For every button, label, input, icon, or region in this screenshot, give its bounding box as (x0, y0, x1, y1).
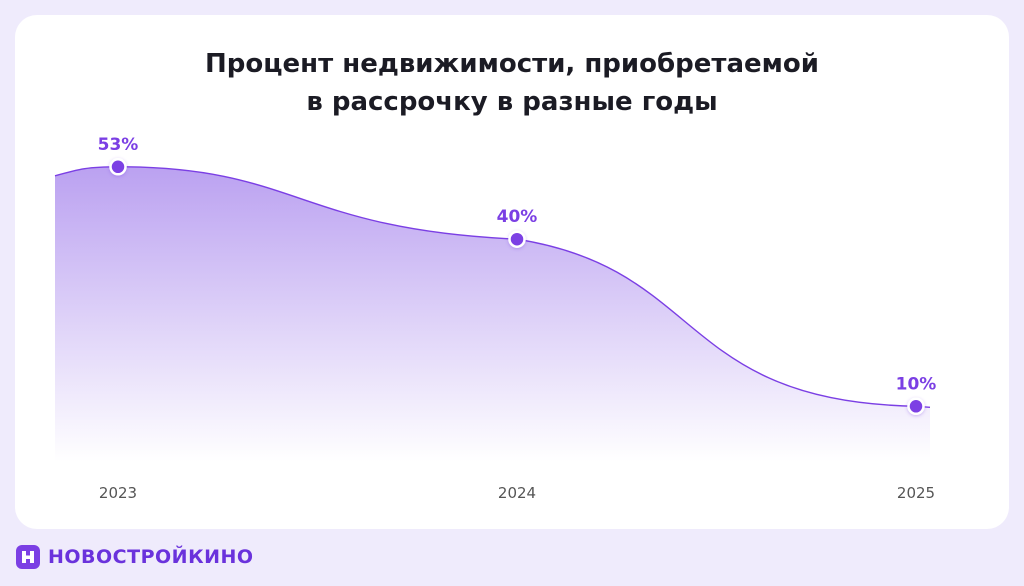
chart-title: Процент недвижимости, приобретаемой в ра… (15, 45, 1009, 121)
data-point (508, 230, 526, 248)
data-label: 10% (896, 374, 937, 394)
area-fill (55, 166, 930, 463)
data-label: 53% (98, 135, 139, 155)
chart-title-line-1: Процент недвижимости, приобретаемой (205, 49, 819, 79)
data-point (109, 158, 127, 176)
data-point (907, 397, 925, 416)
brand-logo: НОВОСТРОЙКИНО (16, 545, 254, 569)
x-tick-label: 2025 (897, 484, 935, 502)
x-tick-label: 2023 (99, 484, 137, 502)
x-tick-label: 2024 (498, 484, 536, 502)
data-label: 40% (497, 207, 538, 227)
chart-title-line-2: в рассрочку в разные годы (306, 87, 718, 117)
brand-name: НОВОСТРОЙКИНО (48, 546, 254, 568)
logo-h-icon (16, 545, 40, 569)
